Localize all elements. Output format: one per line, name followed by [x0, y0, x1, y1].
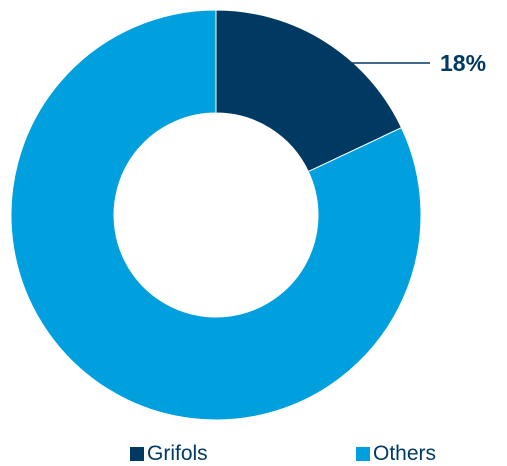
slice-grifols [215, 9, 403, 173]
legend-swatch-grifols [130, 447, 144, 461]
legend-label-grifols: Grifols [147, 442, 208, 465]
legend-item-others: Others [356, 442, 436, 466]
legend: Grifols Others [0, 442, 507, 466]
slice-others [10, 9, 422, 421]
data-label-grifols: 18% [440, 50, 486, 76]
legend-item-grifols: Grifols [130, 442, 208, 466]
legend-swatch-others [356, 447, 370, 461]
donut-slices [10, 9, 422, 421]
data-labels: 18% [440, 50, 486, 76]
donut-chart: 18% [10, 9, 486, 421]
legend-label-others: Others [373, 442, 437, 465]
